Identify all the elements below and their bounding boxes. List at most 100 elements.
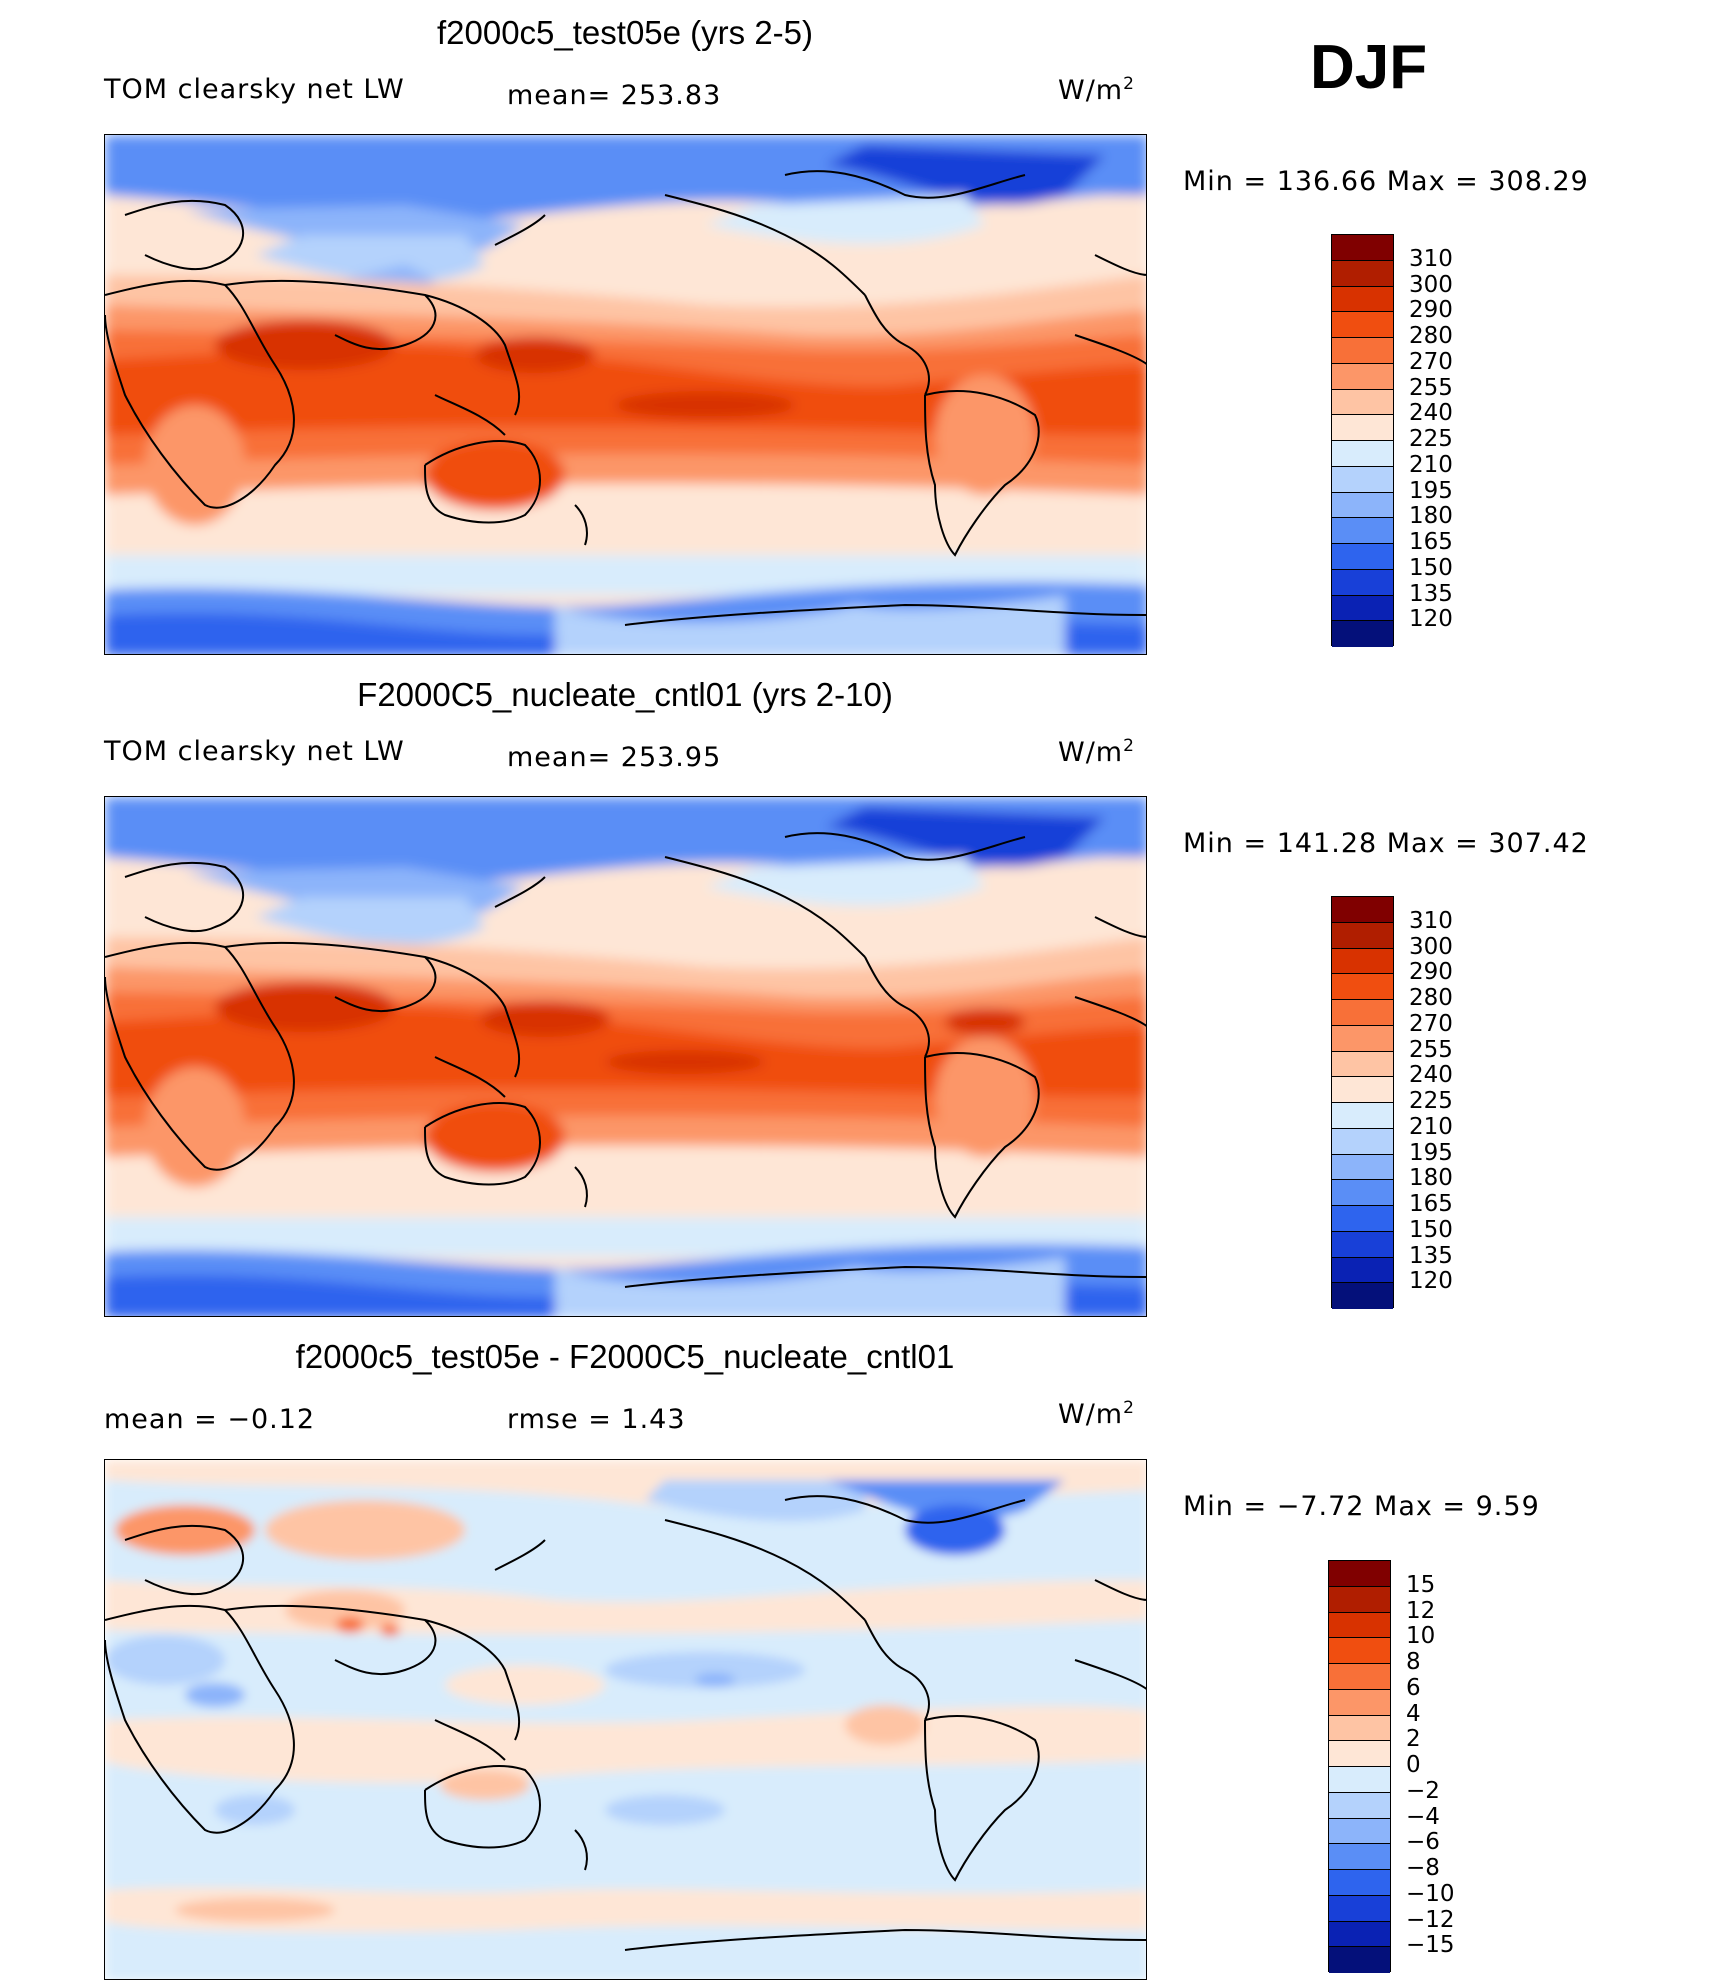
colorbar-swatch [1329, 1895, 1390, 1922]
colorbar-swatch [1329, 1870, 1390, 1896]
panel-3-coastlines [105, 1495, 1146, 1951]
colorbar-swatch [1329, 1792, 1390, 1819]
panel-1-contours [105, 135, 1146, 654]
colorbar-tick-label: 270 [1409, 348, 1453, 375]
panel-3-contours [105, 1460, 1146, 1979]
panel-3-map [104, 1459, 1147, 1980]
panel-3-units: W/m2 [1058, 1398, 1135, 1430]
colorbar-swatch [1332, 338, 1393, 364]
colorbar-swatch [1332, 312, 1393, 338]
colorbar-swatch [1332, 948, 1393, 975]
colorbar-swatch [1329, 1947, 1390, 1973]
colorbar-tick-label: −2 [1406, 1777, 1440, 1804]
colorbar-swatch [1332, 389, 1393, 416]
colorbar-swatch [1332, 1257, 1393, 1284]
colorbar-tick-label: 180 [1409, 503, 1453, 530]
colorbar-tick-label: 300 [1409, 271, 1453, 298]
colorbar-tick-label: 2 [1406, 1726, 1421, 1753]
colorbar-tick-label: 310 [1409, 907, 1453, 934]
colorbar-swatch [1329, 1767, 1390, 1793]
panel-3-rmse: rmse = 1.43 [507, 1404, 686, 1435]
colorbar-tick-label: 135 [1409, 1242, 1453, 1269]
colorbar-tick-label: 6 [1406, 1674, 1421, 1701]
colorbar-tick-label: 195 [1409, 1139, 1453, 1166]
colorbar-tick-label: 12 [1406, 1597, 1436, 1624]
colorbar-tick-label: 4 [1406, 1700, 1421, 1727]
colorbar-swatch [1332, 1180, 1393, 1206]
colorbar-swatch [1329, 1741, 1390, 1767]
panel-2-units: W/m2 [1058, 736, 1135, 768]
colorbar-tick-label: 225 [1409, 426, 1453, 452]
colorbar-swatch [1329, 1612, 1390, 1639]
colorbar-swatch [1332, 1000, 1393, 1026]
colorbar-tick-label: 10 [1406, 1623, 1436, 1650]
colorbar-swatch [1332, 1103, 1393, 1129]
colorbar-tick-label: 290 [1409, 959, 1453, 986]
colorbar-swatch [1332, 363, 1393, 390]
panel-1-map [104, 134, 1147, 655]
colorbar-tick-label: 165 [1409, 529, 1453, 555]
colorbar-tick-label: 150 [1409, 1216, 1453, 1243]
colorbar-swatch [1332, 415, 1393, 441]
colorbar-tick-label: 300 [1409, 933, 1453, 960]
colorbar-swatch [1332, 1128, 1393, 1155]
colorbar-tick-label: 280 [1409, 323, 1453, 349]
colorbar-swatch [1332, 466, 1393, 493]
colorbar-swatch [1329, 1638, 1390, 1664]
colorbar-swatch [1332, 518, 1393, 544]
colorbar-swatch [1329, 1921, 1390, 1948]
colorbar-tick-label: −8 [1406, 1855, 1440, 1881]
colorbar-swatch [1332, 621, 1393, 647]
colorbar-swatch [1332, 1231, 1393, 1258]
panel-2-mean: mean= 253.95 [507, 742, 722, 773]
colorbar-tick-label: 195 [1409, 477, 1453, 504]
colorbar-tick-label: 210 [1409, 1113, 1453, 1140]
colorbar-tick-label: −12 [1406, 1906, 1455, 1933]
panel-1-minmax: Min = 136.66 Max = 308.29 [1183, 166, 1589, 197]
colorbar-swatch [1332, 1077, 1393, 1103]
colorbar-1 [1331, 234, 1394, 647]
colorbar-tick-label: 310 [1409, 245, 1453, 272]
colorbar-swatch [1329, 1715, 1390, 1742]
panel-2-title: F2000C5_nucleate_cntl01 (yrs 2-10) [357, 676, 893, 713]
colorbar-tick-label: 135 [1409, 580, 1453, 607]
colorbar-tick-label: 165 [1409, 1191, 1453, 1217]
colorbar-swatch [1332, 544, 1393, 570]
panel-1-units: W/m2 [1058, 74, 1135, 106]
colorbar-tick-label: 240 [1409, 400, 1453, 427]
panel-3-title: f2000c5_test05e - F2000C5_nucleate_cntl0… [295, 1338, 955, 1375]
colorbar-swatch [1332, 1051, 1393, 1078]
colorbar-swatch [1332, 1283, 1393, 1309]
colorbar-tick-label: 8 [1406, 1649, 1421, 1675]
colorbar-swatch [1332, 595, 1393, 622]
colorbar-swatch [1329, 1586, 1390, 1613]
colorbar-tick-label: 120 [1409, 606, 1453, 633]
colorbar-swatch [1329, 1844, 1390, 1870]
colorbar-tick-label: 255 [1409, 374, 1453, 401]
colorbar-2 [1331, 896, 1394, 1309]
panel-1-mean: mean= 253.83 [507, 80, 722, 111]
colorbar-swatch [1329, 1664, 1390, 1690]
panel-2-contours [105, 797, 1146, 1316]
colorbar-swatch [1329, 1689, 1390, 1716]
colorbar-swatch [1332, 235, 1393, 261]
colorbar-tick-label: −15 [1406, 1932, 1455, 1959]
colorbar-tick-label: 255 [1409, 1036, 1453, 1063]
colorbar-tick-label: −4 [1406, 1803, 1440, 1830]
panel-3-mean: mean = −0.12 [104, 1404, 316, 1435]
colorbar-tick-label: 270 [1409, 1010, 1453, 1037]
colorbar-tick-label: 240 [1409, 1062, 1453, 1089]
colorbar-tick-label: 210 [1409, 451, 1453, 478]
colorbar-tick-label: 0 [1406, 1752, 1421, 1778]
colorbar-swatch [1332, 1025, 1393, 1052]
colorbar-swatch [1332, 897, 1393, 923]
colorbar-swatch [1332, 1206, 1393, 1232]
colorbar-swatch [1329, 1818, 1390, 1845]
panel-2-variable: TOM clearsky net LW [104, 736, 405, 767]
colorbar-tick-label: 150 [1409, 554, 1453, 581]
colorbar-3 [1328, 1560, 1391, 1973]
colorbar-tick-label: 15 [1406, 1571, 1436, 1598]
colorbar-tick-label: −6 [1406, 1829, 1440, 1856]
colorbar-swatch [1332, 1154, 1393, 1181]
panel-2-map [104, 796, 1147, 1317]
